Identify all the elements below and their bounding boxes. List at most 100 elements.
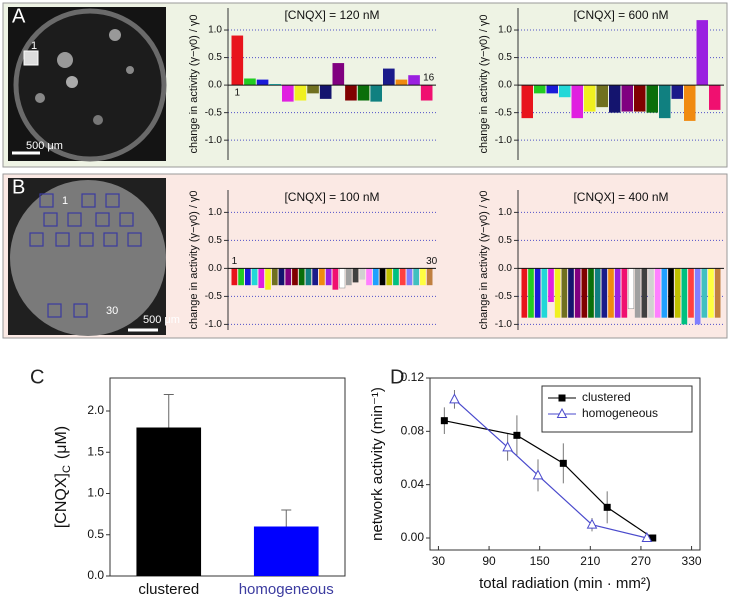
- marker: [513, 431, 521, 439]
- bar: [366, 268, 372, 286]
- y-tick-label: 0.5: [208, 52, 222, 63]
- marker: [559, 459, 567, 467]
- bar: [256, 79, 269, 86]
- bar: [271, 268, 278, 286]
- bar: [305, 268, 312, 286]
- bar: [426, 268, 433, 286]
- y-tick-label: 0.0: [208, 263, 222, 274]
- x-tick-label: homogeneous: [239, 581, 334, 598]
- image-label: 30: [106, 305, 118, 317]
- chart-title: [CNQX] = 100 nM: [284, 190, 379, 204]
- bar: [282, 85, 294, 102]
- y-axis-label: change in activity (γ−γ0) / γ0: [478, 14, 490, 153]
- bar: [661, 268, 668, 318]
- bar: [701, 268, 708, 318]
- bar: [561, 268, 568, 318]
- bar: [253, 526, 319, 576]
- y-tick-label: -0.5: [495, 107, 513, 118]
- plot-frame: [429, 377, 701, 551]
- bar: [420, 85, 433, 101]
- bar: [307, 85, 319, 94]
- bar: [608, 268, 614, 318]
- bar: [285, 268, 292, 286]
- y-axis-label-main: [CNQX]: [53, 473, 70, 528]
- y-tick-label: -0.5: [205, 107, 223, 118]
- bar: [379, 268, 386, 286]
- marker: [649, 534, 657, 542]
- bar: [386, 268, 393, 286]
- bar: [395, 79, 408, 86]
- y-tick-label: 1.5: [87, 444, 104, 458]
- bar: [269, 84, 281, 86]
- bar: [568, 268, 574, 318]
- y-tick-label: 0.0: [498, 80, 512, 91]
- bar: [554, 268, 561, 318]
- bar-index-label: 1: [235, 88, 241, 99]
- y-tick-label: 0.5: [498, 235, 512, 246]
- x-axis-label: total radiation (min · mm²): [479, 575, 651, 592]
- bar: [671, 85, 683, 99]
- bar: [319, 85, 332, 99]
- bar: [548, 268, 554, 302]
- legend-marker: [558, 394, 566, 402]
- x-tick-label: 270: [631, 554, 651, 568]
- chart-title: [CNQX] = 120 nM: [284, 8, 379, 22]
- bar: [684, 85, 696, 121]
- bar: [338, 268, 346, 289]
- bar: [359, 268, 366, 280]
- y-tick-label: 1.0: [87, 486, 104, 500]
- bar-index-label: 1: [232, 256, 238, 267]
- bar: [634, 85, 646, 112]
- legend-marker: [556, 407, 568, 418]
- bar: [609, 85, 621, 113]
- bar: [559, 85, 571, 98]
- bar: [292, 268, 298, 286]
- y-axis-label: change in activity (γ−γ0) / γ0: [188, 14, 200, 153]
- bar-index-label: 30: [426, 256, 438, 267]
- image-a: [8, 7, 167, 162]
- marker: [641, 531, 653, 542]
- y-axis-label: change in activity (γ−γ0) / γ0: [478, 190, 490, 329]
- bar: [646, 85, 658, 113]
- bar: [393, 268, 399, 286]
- y-axis-label-sub: C: [61, 465, 73, 473]
- y-tick-label: 1.0: [498, 25, 512, 36]
- bar: [251, 268, 258, 286]
- bar: [668, 268, 674, 318]
- bar: [521, 85, 533, 119]
- y-tick-label: -1.0: [495, 135, 513, 146]
- bar: [584, 85, 596, 112]
- bar: [319, 268, 325, 286]
- y-tick-label: 1.0: [208, 25, 222, 36]
- y-tick-label: -1.0: [205, 135, 223, 146]
- bar: [588, 268, 594, 318]
- panel-label: A: [12, 5, 26, 27]
- panel-label: C: [30, 366, 44, 388]
- bar: [420, 268, 426, 286]
- y-tick-label: 0.5: [498, 52, 512, 63]
- bar: [244, 268, 251, 286]
- bar: [627, 268, 635, 310]
- y-tick-label: -0.5: [495, 291, 513, 302]
- x-tick-label: 330: [682, 554, 702, 568]
- bar: [534, 268, 541, 318]
- y-tick-label: 0.0: [87, 568, 104, 582]
- bar: [370, 85, 382, 102]
- image-b: [8, 178, 166, 336]
- x-tick-label: 150: [530, 554, 550, 568]
- bar: [546, 85, 558, 94]
- bar: [521, 268, 528, 318]
- bar: [581, 268, 588, 318]
- y-tick-label: 0.5: [87, 527, 104, 541]
- bar: [714, 268, 721, 318]
- bar: [688, 268, 694, 318]
- bar: [357, 85, 370, 101]
- bar: [634, 268, 641, 318]
- legend-label: clustered: [582, 390, 631, 404]
- image-label: 1: [31, 40, 37, 52]
- bar: [345, 268, 352, 286]
- marker: [449, 393, 460, 404]
- marker: [603, 503, 611, 511]
- chart-title: [CNQX] = 600 nM: [573, 8, 668, 22]
